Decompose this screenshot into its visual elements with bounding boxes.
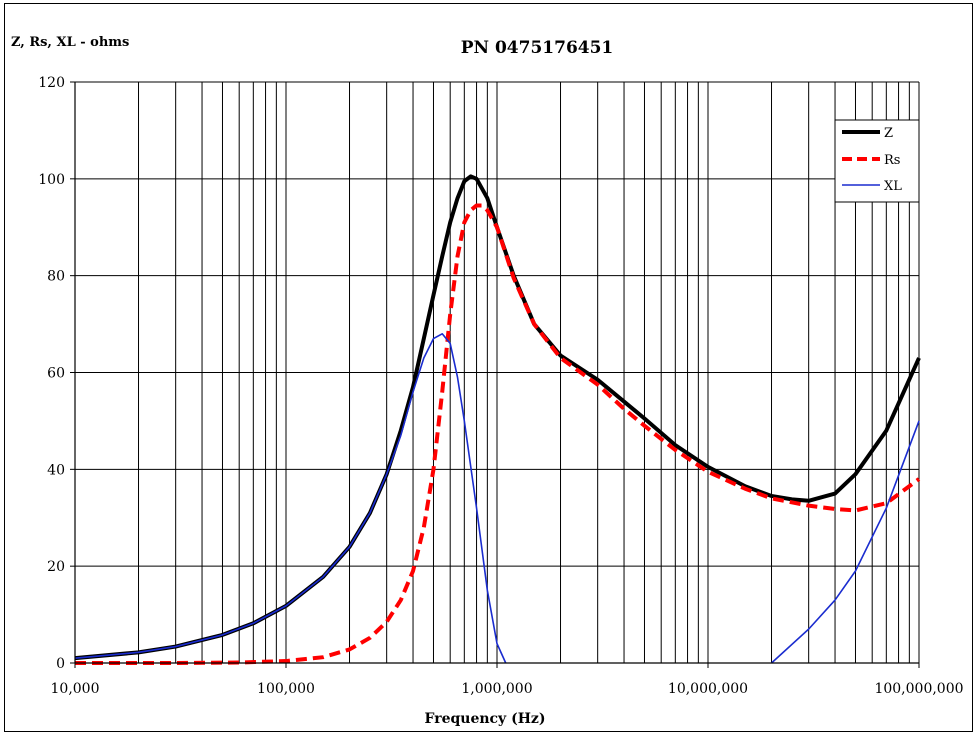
chart-title: PN 0475176451 <box>461 38 614 58</box>
chart-axes <box>70 81 920 668</box>
series-line-rs <box>75 203 921 665</box>
x-tick-label: 100,000,000 <box>874 681 963 697</box>
y-tick-label: 120 <box>38 75 65 91</box>
y-tick-label: 60 <box>47 366 65 382</box>
line-chart: 0 20 40 60 80 100 120 10,000 100,000 1,000,000 10,… <box>11 35 964 727</box>
x-axis-label: Frequency (Hz) <box>425 711 546 727</box>
x-tick-label: 10,000 <box>51 681 100 697</box>
legend-label-z: Z <box>884 126 893 141</box>
y-tick-label: 100 <box>38 172 65 188</box>
legend-label-rs: Rs <box>884 153 900 168</box>
chart-grid <box>74 81 920 664</box>
y-tick-label: 20 <box>47 559 65 575</box>
x-tick-label: 1,000,000 <box>461 681 532 697</box>
tick-labels: 0 20 40 60 80 100 120 10,000 100,000 1,000,000 10,… <box>38 75 963 697</box>
x-tick-label: 100,000 <box>257 681 315 697</box>
series-line-xl <box>74 332 507 664</box>
y-axis-label: Z, Rs, XL - ohms <box>11 35 129 50</box>
series-layer <box>74 174 921 665</box>
chart-frame: 0 20 40 60 80 100 120 10,000 100,000 1,000,000 10,… <box>4 3 973 732</box>
x-tick-label: 10,000,000 <box>668 681 748 697</box>
y-tick-label: 80 <box>47 269 65 285</box>
legend-label-xl: XL <box>884 179 902 194</box>
y-tick-label: 0 <box>56 656 65 672</box>
series-line-xl-segment-2 <box>770 420 920 664</box>
legend: Z Rs XL <box>834 119 920 203</box>
y-tick-label: 40 <box>47 462 65 478</box>
